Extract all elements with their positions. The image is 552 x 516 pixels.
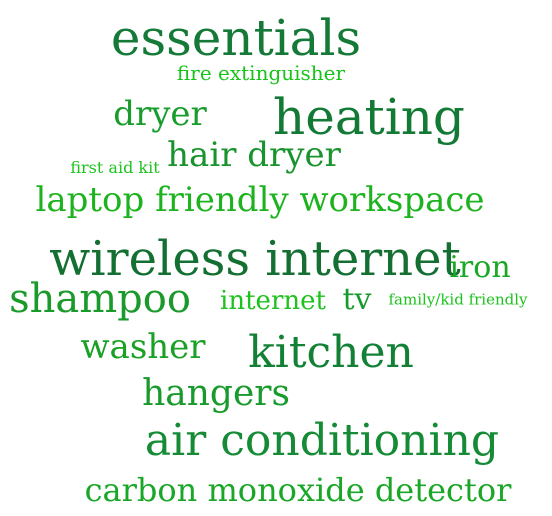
word-kitchen: kitchen [248, 327, 414, 378]
word-fire-extinguisher: fire extinguisher [176, 61, 346, 85]
word-iron: iron [449, 250, 511, 285]
word-first-aid-kit: first aid kit [70, 158, 160, 177]
word-shampoo: shampoo [9, 276, 191, 322]
word-heating: heating [273, 88, 465, 146]
word-air-conditioning: air conditioning [144, 415, 500, 466]
word-hangers: hangers [142, 373, 290, 414]
word-family-kid-friendly: family/kid friendly [388, 290, 528, 309]
word-washer: washer [80, 327, 206, 367]
word-dryer: dryer [113, 94, 207, 134]
word-essentials: essentials [110, 9, 362, 67]
word-tv: tv [342, 282, 372, 317]
word-hair-dryer: hair dryer [167, 135, 341, 175]
word-carbon-monoxide-detector: carbon monoxide detector [84, 471, 512, 509]
word-wireless-internet: wireless internet [49, 231, 461, 287]
word-laptop-friendly-workspace: laptop friendly workspace [35, 180, 485, 220]
word-internet: internet [220, 286, 326, 316]
